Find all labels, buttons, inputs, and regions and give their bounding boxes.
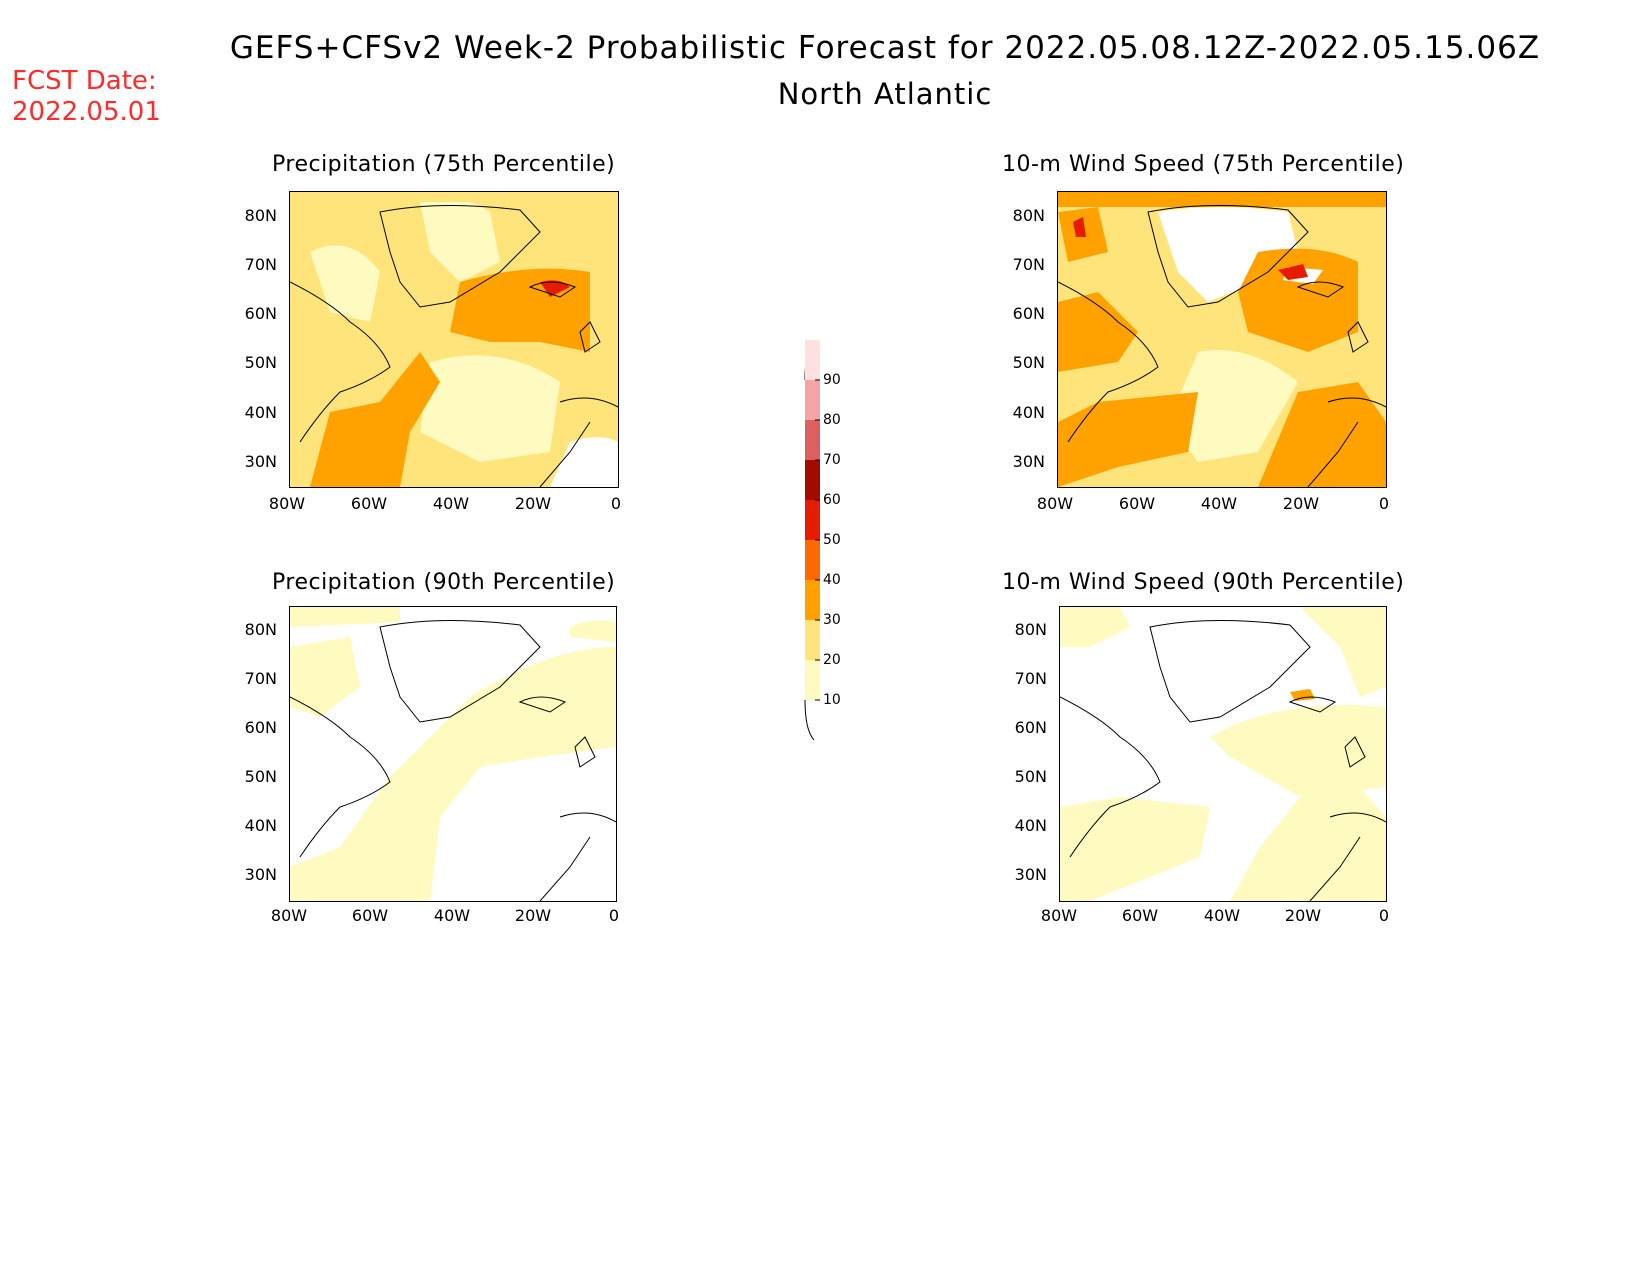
map-precip-90 — [289, 606, 617, 902]
colorbar-swatch — [805, 340, 820, 380]
lat-label: 50N — [1012, 353, 1045, 372]
lon-label: 40W — [433, 906, 471, 925]
panel-title-wind-75: 10-m Wind Speed (75th Percentile) — [1002, 152, 1405, 177]
lat-label: 30N — [244, 452, 277, 471]
map-wind-90 — [1059, 606, 1387, 902]
colorbar-label: 80 — [823, 412, 841, 428]
lat-label: 30N — [1014, 865, 1047, 884]
page-title: GEFS+CFSv2 Week-2 Probabilistic Forecast… — [229, 30, 1541, 66]
lon-label: 0 — [1378, 906, 1390, 925]
colorbar-swatch — [805, 380, 820, 420]
lon-label: 40W — [1200, 494, 1238, 513]
lon-label: 60W — [350, 494, 388, 513]
lon-label: 20W — [514, 494, 552, 513]
colorbar-label: 30 — [823, 612, 841, 628]
lat-label: 40N — [244, 816, 277, 835]
panel-title-precip-75: Precipitation (75th Percentile) — [272, 152, 616, 177]
lon-label: 60W — [1118, 494, 1156, 513]
lon-label: 80W — [270, 906, 308, 925]
fcst-date-label: FCST Date: — [12, 66, 157, 96]
lat-label: 30N — [1012, 452, 1045, 471]
lon-label: 40W — [432, 494, 470, 513]
lat-label: 70N — [1012, 255, 1045, 274]
lat-label: 50N — [244, 353, 277, 372]
lon-label: 20W — [1282, 494, 1320, 513]
lon-label: 40W — [1203, 906, 1241, 925]
colorbar-label: 20 — [823, 652, 841, 668]
map-wind-75 — [1057, 191, 1387, 488]
lat-label: 40N — [1012, 403, 1045, 422]
lon-label: 0 — [608, 906, 620, 925]
colorbar-graphic — [804, 340, 820, 740]
lat-label: 80N — [1014, 620, 1047, 639]
lat-label: 30N — [244, 865, 277, 884]
panel-title-precip-90: Precipitation (90th Percentile) — [272, 570, 616, 595]
region-subtitle: North Atlantic — [777, 77, 993, 111]
lat-label: 80N — [244, 620, 277, 639]
colorbar-label: 60 — [823, 492, 841, 508]
lat-label: 60N — [244, 718, 277, 737]
lon-label: 20W — [514, 906, 552, 925]
lat-label: 70N — [1014, 669, 1047, 688]
lon-label: 80W — [1036, 494, 1074, 513]
colorbar-label: 40 — [823, 572, 841, 588]
colorbar-label: 50 — [823, 532, 841, 548]
colorbar-swatch — [805, 540, 820, 580]
colorbar-label: 90 — [823, 372, 841, 388]
colorbar-label: 10 — [823, 692, 841, 708]
lon-label: 60W — [351, 906, 389, 925]
lat-label: 70N — [244, 255, 277, 274]
colorbar-swatch — [805, 420, 820, 460]
panel-title-wind-90: 10-m Wind Speed (90th Percentile) — [1002, 570, 1405, 595]
lat-label: 40N — [244, 403, 277, 422]
lat-label: 60N — [244, 304, 277, 323]
lat-label: 40N — [1014, 816, 1047, 835]
map-precip-75 — [289, 191, 619, 488]
lat-label: 50N — [244, 767, 277, 786]
colorbar-swatch — [805, 580, 820, 620]
lon-label: 0 — [1378, 494, 1390, 513]
lat-label: 80N — [1012, 206, 1045, 225]
colorbar-swatch — [805, 460, 820, 500]
colorbar-swatch — [805, 660, 820, 700]
lat-label: 50N — [1014, 767, 1047, 786]
lat-label: 80N — [244, 206, 277, 225]
colorbar-swatch — [805, 500, 820, 540]
lat-label: 70N — [244, 669, 277, 688]
lon-label: 80W — [1040, 906, 1078, 925]
lon-label: 20W — [1284, 906, 1322, 925]
lon-label: 0 — [610, 494, 622, 513]
lat-label: 60N — [1014, 718, 1047, 737]
lon-label: 60W — [1121, 906, 1159, 925]
colorbar-swatch — [805, 620, 820, 660]
lon-label: 80W — [268, 494, 306, 513]
forecast-date: FCST Date: 2022.05.01 — [12, 66, 161, 128]
fcst-date-value: 2022.05.01 — [12, 97, 161, 127]
lat-label: 60N — [1012, 304, 1045, 323]
colorbar-label: 70 — [823, 452, 841, 468]
